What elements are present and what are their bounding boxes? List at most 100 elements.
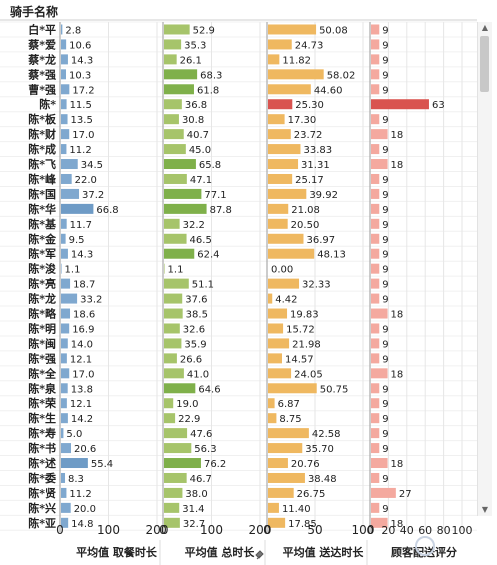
- data-label: 21.08: [291, 205, 320, 216]
- bar: [61, 353, 67, 364]
- data-label: 25.17: [295, 175, 324, 186]
- scroll-down-icon[interactable]: ▼: [481, 505, 489, 514]
- data-label: 14.2: [71, 414, 93, 425]
- data-label: 20.76: [291, 459, 320, 470]
- data-label: 46.7: [190, 474, 212, 485]
- bar: [268, 323, 284, 334]
- bar: [371, 353, 380, 364]
- data-label: 56.3: [194, 444, 216, 455]
- bar: [371, 443, 380, 454]
- data-label: 9: [382, 190, 388, 201]
- data-label: 9: [382, 220, 388, 231]
- bar: [61, 84, 70, 95]
- axis-tick-label: 40: [400, 524, 414, 537]
- category-label: 陈*贤: [28, 486, 56, 500]
- data-label: 4.42: [275, 295, 297, 306]
- category-label: 陈*略: [28, 307, 57, 321]
- bar: [371, 218, 380, 229]
- data-label: 9: [382, 250, 388, 261]
- data-label: 18: [391, 519, 404, 530]
- data-label: 17.2: [72, 85, 94, 96]
- bar: [164, 233, 187, 244]
- data-label: 23.72: [294, 130, 323, 141]
- bar: [371, 233, 380, 244]
- category-label: 白*平: [28, 22, 56, 36]
- data-label: 19.0: [176, 399, 198, 410]
- bar: [268, 54, 280, 65]
- data-label: 17.0: [72, 130, 94, 141]
- category-label: 蔡*龙: [27, 52, 56, 66]
- data-label: 25.30: [295, 100, 324, 111]
- data-label: 32.6: [183, 324, 205, 335]
- bar: [61, 458, 88, 469]
- data-label: 14.57: [285, 354, 314, 365]
- bar: [164, 218, 180, 229]
- bar: [164, 293, 183, 304]
- data-label: 9: [382, 444, 388, 455]
- category-label: 陈*兴: [28, 501, 56, 515]
- bar: [371, 24, 380, 35]
- data-label: 58.02: [327, 70, 356, 81]
- data-label: 31.4: [182, 504, 204, 515]
- category-label: 陈*生: [28, 411, 56, 425]
- data-label: 26.1: [180, 55, 202, 66]
- category-label: 陈*飞: [28, 157, 56, 171]
- category-label: 陈*金: [28, 232, 57, 246]
- pin-icon[interactable]: [255, 550, 264, 560]
- axis-tick-label: 0: [367, 524, 374, 537]
- data-label: 18: [391, 369, 404, 380]
- bar: [371, 517, 388, 528]
- bar: [164, 69, 198, 80]
- bar: [371, 99, 429, 110]
- data-label: 66.8: [96, 205, 118, 216]
- data-label: 33.2: [80, 295, 102, 306]
- data-label: 10.3: [69, 70, 91, 81]
- data-label: 30.8: [182, 115, 204, 126]
- vertical-scrollbar[interactable]: ▲ ▼: [477, 22, 492, 516]
- bar: [164, 338, 182, 349]
- axis-tick-label: 60: [418, 524, 432, 537]
- data-label: 9: [382, 115, 388, 126]
- data-label: 36.8: [185, 100, 207, 111]
- data-label: 65.8: [199, 160, 221, 171]
- bar: [61, 173, 72, 184]
- data-label: 12.1: [70, 354, 92, 365]
- bar: [268, 99, 293, 110]
- bar: [164, 159, 196, 170]
- bar: [61, 338, 68, 349]
- data-label: 47.1: [190, 175, 212, 186]
- bar: [164, 413, 176, 424]
- data-label: 35.70: [305, 444, 334, 455]
- bar: [268, 129, 291, 140]
- bar: [61, 248, 68, 259]
- bar: [164, 188, 202, 199]
- bar: [268, 398, 275, 409]
- bar: [164, 84, 194, 95]
- data-label: 17.0: [72, 369, 94, 380]
- data-label: 8.75: [279, 414, 301, 425]
- bar: [61, 368, 70, 379]
- data-label: 87.8: [210, 205, 232, 216]
- axis-tick-label: 20: [381, 524, 395, 537]
- data-label: 9: [382, 280, 388, 291]
- data-label: 11.5: [70, 100, 92, 111]
- scrollbar-thumb[interactable]: [480, 36, 489, 92]
- category-label: 陈*基: [28, 217, 57, 231]
- data-label: 50.75: [320, 384, 349, 395]
- bar: [371, 54, 380, 65]
- data-label: 9: [382, 324, 388, 335]
- data-label: 47.6: [190, 429, 212, 440]
- axis-tick-label: 200: [249, 523, 272, 537]
- bar: [268, 144, 301, 155]
- bar: [371, 278, 380, 289]
- data-label: 26.6: [180, 354, 202, 365]
- bar: [371, 114, 380, 125]
- data-label: 1.1: [65, 265, 81, 276]
- category-label: 陈*军: [28, 247, 56, 261]
- data-label: 18.6: [73, 310, 95, 321]
- bar: [61, 443, 71, 454]
- axis-tick-label: 0: [56, 523, 64, 537]
- data-label: 38.0: [185, 489, 207, 500]
- scroll-up-icon[interactable]: ▲: [481, 23, 489, 32]
- bar: [371, 293, 380, 304]
